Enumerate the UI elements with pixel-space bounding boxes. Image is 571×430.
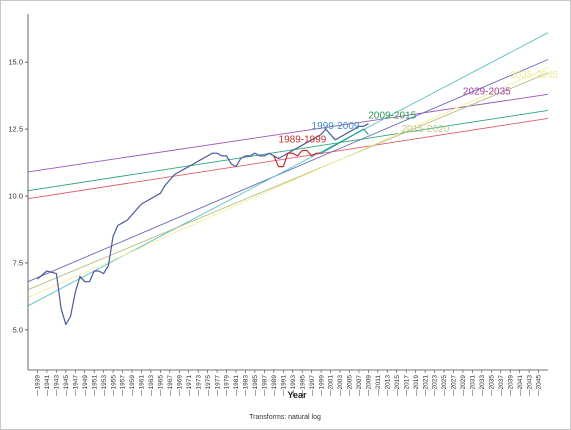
observed-lines [37,123,369,326]
x-tick-label: —2015 [394,375,401,396]
x-tick-label: —1939 [35,375,42,396]
y-tick-label: 7.5 [13,258,23,267]
x-tick-label: —1945 [63,375,70,396]
x-tick-label: —1989 [271,375,278,396]
x-tick-label: —2001 [328,375,335,396]
x-tick-label: —1953 [101,375,108,396]
trend-lines [27,32,549,307]
segment-annotation: 1989-1999 [279,134,327,145]
trend-line [27,59,549,283]
x-tick-label: —2013 [384,375,391,396]
x-tick-label: —2009 [366,375,373,396]
trend-line [27,109,549,192]
x-tick-label: —2007 [356,375,363,396]
x-tick-label: —1991 [280,375,287,396]
x-tick-label: —2037 [498,375,505,396]
x-tick-label: —2045 [536,375,543,396]
x-tick-label: —2021 [422,375,429,396]
x-tick-label: —1947 [72,375,79,396]
x-tick-label: —1949 [82,375,89,396]
x-tick-label: —1957 [120,375,127,396]
x-tick-label: —1963 [148,375,155,396]
trend-line [27,117,549,200]
x-tick-label: —1997 [309,375,316,396]
x-tick-label: —2041 [517,375,524,396]
x-tick-label: —1941 [44,375,51,396]
y-tick-label: 15.0 [8,58,23,67]
x-axis-title: Year [287,390,307,400]
trend-line [27,72,549,291]
y-tick-label: 5.0 [13,325,23,334]
x-tick-label: —1995 [299,375,306,396]
y-tick-label: 12.5 [8,125,23,134]
x-tick-label: —1987 [262,375,269,396]
chart-footnote: Transforms: natural log [249,414,321,421]
x-tick-label: —2005 [347,375,354,396]
x-tick-label: —2043 [526,375,533,396]
x-tick-label: —2011 [375,375,382,396]
x-tick-label: —2023 [432,375,439,396]
trend-line [27,32,549,307]
x-tick-label: —1943 [54,375,61,396]
axes [27,14,548,371]
x-tick-label: —1983 [243,375,250,396]
segment-annotation: 2035-2045 [510,70,558,81]
x-tick-label: —2025 [441,375,448,396]
trend-line [27,93,549,173]
x-tick-label: —1993 [290,375,297,396]
segment-annotation: 2009-2015 [368,110,416,121]
segment-annotation: 1999-2009 [312,121,360,132]
observed-series-line [37,123,369,326]
x-tick-label: —1977 [214,375,221,396]
x-tick-label: —1965 [158,375,165,396]
x-tick-label: —2039 [507,375,514,396]
x-tick-label: —2019 [413,375,420,396]
x-tick-label: —2029 [460,375,467,396]
x-tick-label: —1951 [91,375,98,396]
x-tick-label: —1979 [224,375,231,396]
segment-annotation: 2015-2020 [401,124,449,135]
x-tick-label: —2031 [470,375,477,396]
x-tick-label: —1969 [176,375,183,396]
x-tick-label: —2035 [488,375,495,396]
segment-annotations: 1989-1999 1999-2009 2009-2015 2015-2020 2029… [279,70,559,145]
x-tick-label: —1961 [139,375,146,396]
observed-series-line [273,149,322,168]
y-axis-ticks: 5.0 7.5 10.0 12.5 15.0 [8,58,28,334]
x-tick-label: —1973 [195,375,202,396]
trend-line [27,67,549,299]
observed-series-line [320,128,369,154]
x-tick-label: —1959 [129,375,136,396]
x-tick-label: —2033 [479,375,486,396]
x-tick-label: —1985 [252,375,259,396]
x-tick-label: —2003 [337,375,344,396]
segment-annotation: 2029-2035 [463,86,511,97]
x-tick-label: —1967 [167,375,174,396]
x-tick-label: —2017 [403,375,410,396]
x-tick-label: —1971 [186,375,193,396]
x-tick-label: —1981 [233,375,240,396]
x-axis-ticks: —1939 —1941 —1943 —1945 —1947 —1949 —1951 —1953… [35,370,543,396]
x-tick-label: —1975 [205,375,212,396]
x-tick-label: —1999 [318,375,325,396]
y-tick-label: 10.0 [8,192,23,201]
x-tick-label: —2027 [451,375,458,396]
x-tick-label: —1955 [110,375,117,396]
